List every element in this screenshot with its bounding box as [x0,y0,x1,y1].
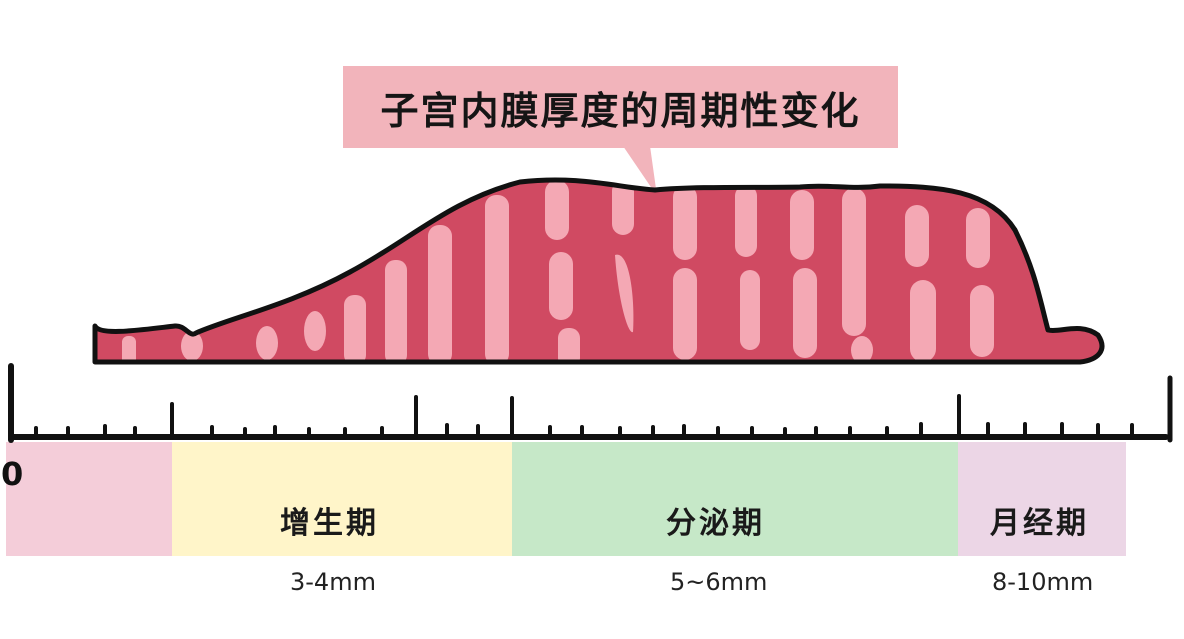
thickness-proliferative: 3-4mm [290,568,376,596]
ruler-origin-label: 0 [1,455,24,493]
phase-band-secretory [512,442,958,556]
phase-band-pre [6,442,172,556]
bubble-tail [623,146,657,196]
tissue-body [92,177,1105,365]
phase-label-secretory: 分泌期 [666,506,765,541]
title-bubble: 子宫内膜厚度的周期性变化 [343,66,898,148]
phase-band-menstrual [958,442,1126,556]
thickness-menstrual: 8-10mm [992,568,1094,596]
tissue-stripes [122,180,994,362]
diagram-title: 子宫内膜厚度的周期性变化 [380,88,861,133]
tissue-outline [92,177,1105,365]
thickness-secretory: 5~6mm [670,568,768,596]
phase-label-menstrual: 月经期 [990,506,1089,541]
phase-band-proliferative [172,442,512,556]
phase-label-proliferative: 增生期 [280,506,379,541]
ruler [8,363,1173,443]
